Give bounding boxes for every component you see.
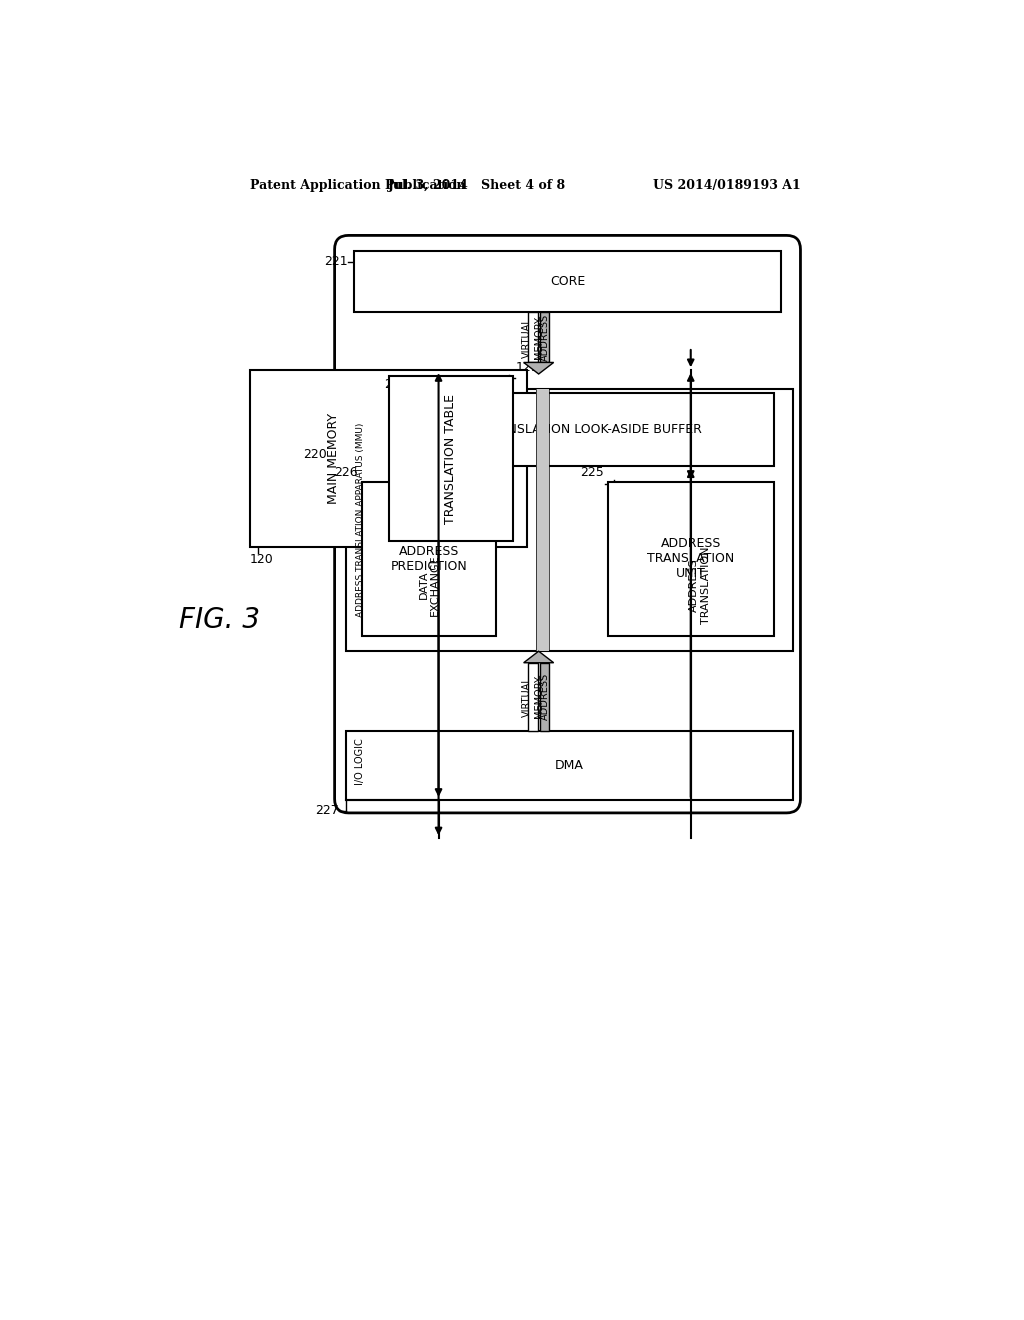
Text: ADDRESS: ADDRESS <box>540 673 550 721</box>
Text: Patent Application Publication: Patent Application Publication <box>250 178 466 191</box>
Bar <box>346 730 793 800</box>
Polygon shape <box>523 651 554 663</box>
Bar <box>354 251 781 313</box>
Text: 226: 226 <box>334 466 357 479</box>
Text: 220: 220 <box>303 449 327 462</box>
Text: Jul. 3, 2014   Sheet 4 of 8: Jul. 3, 2014 Sheet 4 of 8 <box>388 178 566 191</box>
Text: US 2014/0189193 A1: US 2014/0189193 A1 <box>652 178 801 191</box>
Text: TRANSLATION TABLE: TRANSLATION TABLE <box>444 393 458 524</box>
Text: MAIN MEMORY: MAIN MEMORY <box>327 413 340 504</box>
Text: ADDRESS: ADDRESS <box>540 314 550 360</box>
Bar <box>388 376 513 541</box>
Polygon shape <box>523 363 554 374</box>
Text: I/O LOGIC: I/O LOGIC <box>355 738 365 784</box>
Text: TRANSLATION LOOK-ASIDE BUFFER: TRANSLATION LOOK-ASIDE BUFFER <box>483 424 702 437</box>
Bar <box>361 482 497 636</box>
Text: 121: 121 <box>515 360 540 374</box>
Bar <box>528 663 538 730</box>
Bar <box>346 389 793 651</box>
Text: DMA: DMA <box>555 759 584 772</box>
Text: DATA
EXCHANGE: DATA EXCHANGE <box>419 554 440 616</box>
Bar <box>540 663 549 730</box>
Text: 225: 225 <box>581 466 604 479</box>
Bar <box>536 389 550 651</box>
Bar <box>608 482 773 636</box>
Bar <box>250 370 527 548</box>
Text: 221: 221 <box>324 255 348 268</box>
Text: ADDRESS
TRANSLATION
UNIT: ADDRESS TRANSLATION UNIT <box>647 537 734 581</box>
Bar <box>412 393 773 466</box>
Bar <box>528 313 538 363</box>
Text: VIRTUAL
MEMORY: VIRTUAL MEMORY <box>522 315 544 359</box>
FancyBboxPatch shape <box>335 235 801 813</box>
Text: FIG. 3: FIG. 3 <box>178 606 260 635</box>
Bar <box>540 313 549 363</box>
Text: ADDRESS TRANSLATION APPARATUS (MMU): ADDRESS TRANSLATION APPARATUS (MMU) <box>355 424 365 618</box>
Text: ADDRESS
TRANSLATION: ADDRESS TRANSLATION <box>689 546 711 624</box>
Text: 227: 227 <box>314 804 339 817</box>
Text: CORE: CORE <box>550 275 585 288</box>
Text: ADDRESS
PREDICTION: ADDRESS PREDICTION <box>390 545 467 573</box>
Text: VIRTUAL
MEMORY: VIRTUAL MEMORY <box>522 676 544 718</box>
Text: 120: 120 <box>250 553 273 566</box>
Text: 224: 224 <box>384 378 408 391</box>
